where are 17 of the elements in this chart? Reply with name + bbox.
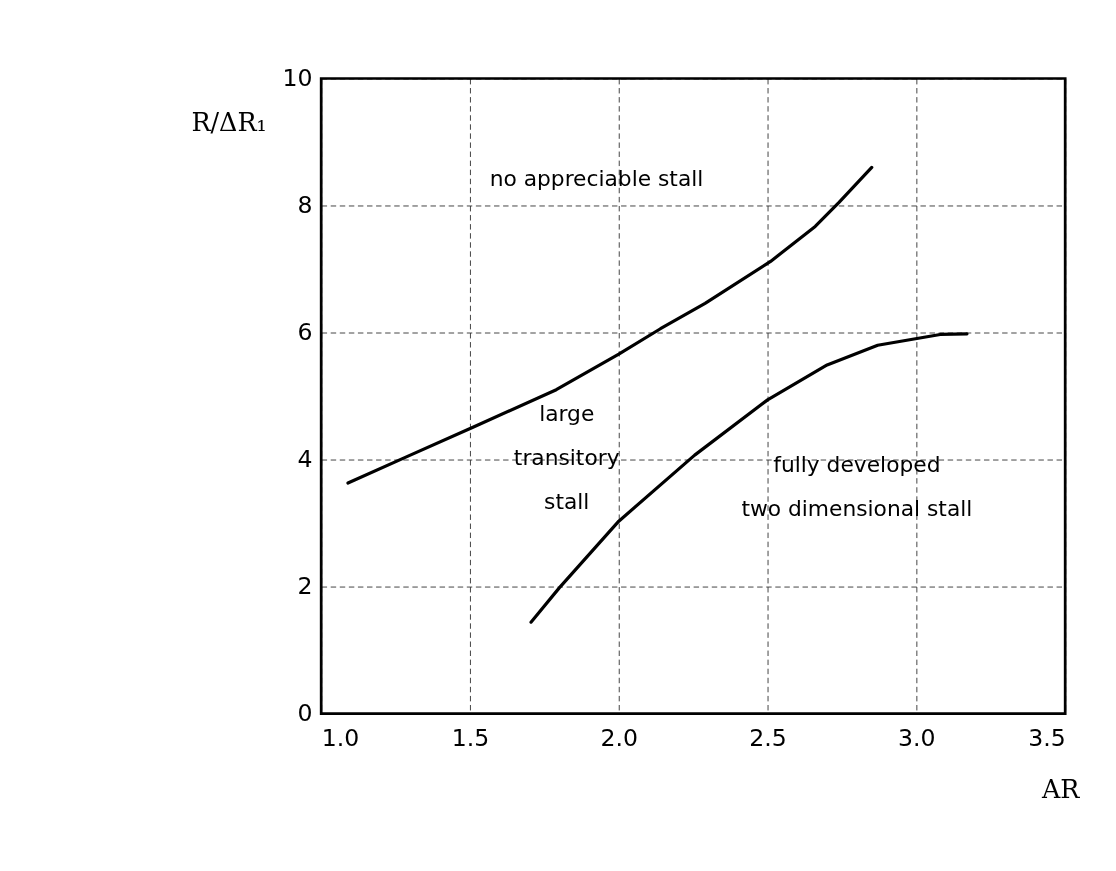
annotation: no appreciable stall — [489, 166, 704, 192]
annotation: large transitory stall — [513, 401, 620, 514]
y-tick-label: 4 — [297, 445, 313, 474]
y-tick-label: 2 — [297, 572, 313, 601]
y-tick-label: 6 — [297, 318, 313, 347]
x-axis-title: AR — [1040, 774, 1081, 804]
y-axis-title: R/ΔR₁ — [191, 107, 267, 138]
x-tick-label: 2.0 — [600, 723, 638, 752]
x-tick-label: 3.0 — [898, 723, 936, 752]
y-tick-label: 8 — [297, 191, 313, 220]
x-tick-label: 3.5 — [1028, 723, 1066, 752]
x-tick-label: 1.0 — [321, 723, 360, 752]
x-tick-label: 1.5 — [451, 723, 490, 752]
annotation: fully developed two dimensional stall — [741, 452, 973, 521]
y-tick-label: 10 — [282, 64, 313, 93]
x-tick-label: 2.5 — [749, 723, 787, 752]
y-tick-label: 0 — [297, 699, 313, 728]
